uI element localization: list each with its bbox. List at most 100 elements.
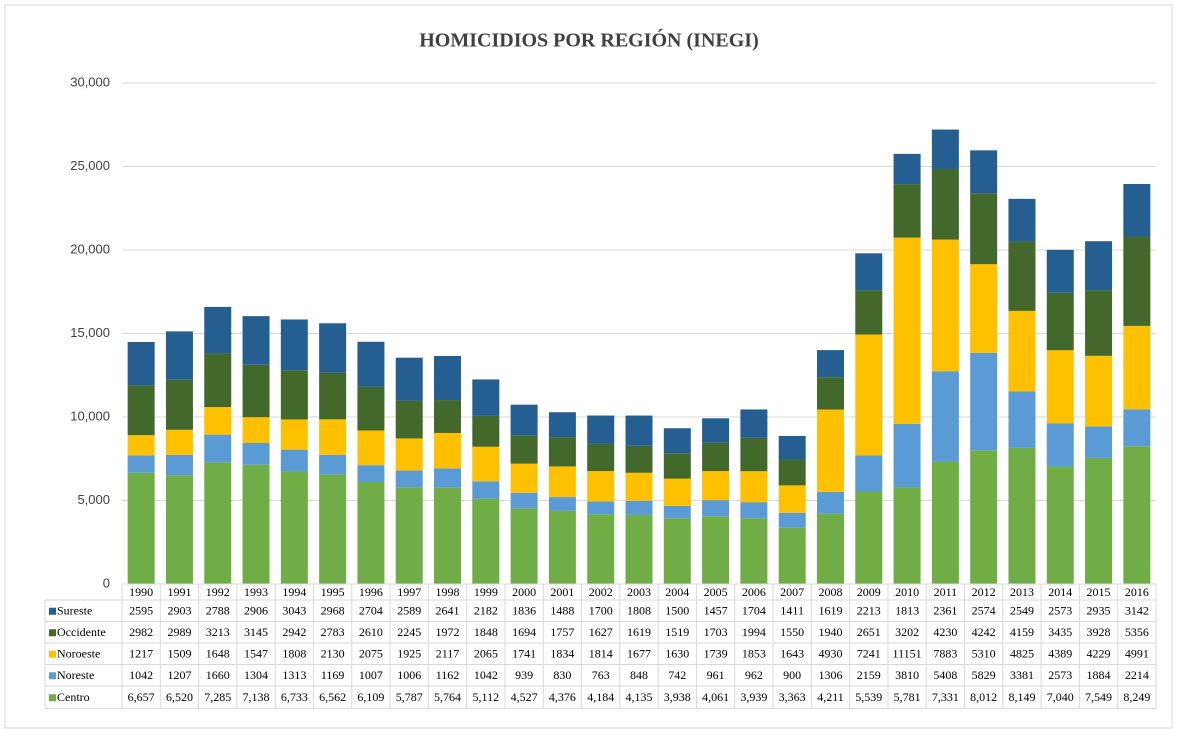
table-value: 1643 — [780, 647, 804, 661]
bar-segment — [510, 435, 538, 464]
bar-segment — [127, 341, 155, 386]
bar-segment — [127, 385, 155, 436]
table-value: 3928 — [1087, 625, 1111, 639]
table-value: 1619 — [818, 604, 842, 618]
bar-segment — [855, 455, 883, 492]
bar-segment — [1123, 236, 1151, 326]
table-value: 3213 — [206, 625, 230, 639]
table-value: 1813 — [895, 604, 919, 618]
bar-segment — [357, 386, 385, 431]
bar-segment — [357, 341, 385, 387]
legend-label: Sureste — [57, 604, 92, 618]
bar-segment — [778, 459, 806, 486]
x-tick-label: 2011 — [934, 585, 958, 599]
table-value: 742 — [668, 668, 686, 682]
bar-segment — [204, 353, 232, 408]
bar-segment — [663, 453, 691, 479]
x-tick-label: 1990 — [129, 585, 153, 599]
bar-segment — [893, 184, 921, 238]
chart-title: HOMICIDIOS POR REGIÓN (INEGI) — [419, 28, 758, 52]
bar-segment — [357, 465, 385, 482]
table-value: 3435 — [1048, 625, 1072, 639]
bar-segment — [395, 400, 423, 439]
bar-segment — [970, 264, 998, 353]
bar-segment — [472, 498, 500, 584]
x-tick-label: 2000 — [512, 585, 536, 599]
x-tick-label: 2014 — [1048, 585, 1072, 599]
bar-segment — [931, 461, 959, 584]
bar-segment — [625, 472, 653, 501]
table-value: 1739 — [704, 647, 728, 661]
table-value: 1313 — [282, 668, 306, 682]
table-value: 2574 — [972, 604, 996, 618]
table-value: 2982 — [129, 625, 153, 639]
table-value: 2589 — [397, 604, 421, 618]
y-tick-label: 10,000 — [70, 408, 110, 423]
table-value: 6,109 — [357, 690, 384, 704]
table-value: 4,061 — [702, 690, 729, 704]
x-tick-label: 2006 — [742, 585, 766, 599]
bar-segment — [1085, 290, 1113, 356]
table-value: 961 — [707, 668, 725, 682]
bar-segment — [395, 357, 423, 401]
bar-segment — [893, 153, 921, 185]
x-tick-label: 2007 — [780, 585, 804, 599]
table-value: 5310 — [972, 647, 996, 661]
table-value: 4159 — [1010, 625, 1034, 639]
table-value: 5356 — [1125, 625, 1149, 639]
table-value: 5,787 — [396, 690, 423, 704]
bar-segment — [1123, 325, 1151, 410]
table-value: 2968 — [321, 604, 345, 618]
bar-segment — [931, 239, 959, 372]
table-value: 939 — [515, 668, 533, 682]
x-tick-label: 2009 — [857, 585, 881, 599]
bar-segment — [778, 435, 806, 460]
table-value: 3,939 — [740, 690, 767, 704]
bar-segment — [548, 510, 576, 584]
table-value: 4,376 — [549, 690, 576, 704]
bar-segment — [242, 464, 270, 584]
table-value: 3142 — [1125, 604, 1149, 618]
table-value: 2704 — [359, 604, 383, 618]
bar-segment — [855, 334, 883, 456]
bar-segment — [931, 129, 959, 169]
table-value: 5,112 — [473, 690, 500, 704]
bar-segment — [740, 471, 768, 503]
table-value: 1703 — [704, 625, 728, 639]
bar-segment — [395, 470, 423, 488]
bar-segment — [319, 323, 347, 373]
bar-segment — [357, 481, 385, 584]
x-tick-label: 2012 — [972, 585, 996, 599]
bar-segment — [1123, 184, 1151, 237]
bar-segment — [970, 352, 998, 451]
x-tick-label: 1998 — [436, 585, 460, 599]
table-value: 2610 — [359, 625, 383, 639]
table-value: 1006 — [397, 668, 421, 682]
y-tick-label: 30,000 — [70, 74, 110, 89]
bar-segment — [510, 492, 538, 509]
x-tick-label: 2010 — [895, 585, 919, 599]
bar-segment — [702, 418, 730, 443]
table-value: 4230 — [933, 625, 957, 639]
table-value: 2130 — [321, 647, 345, 661]
bar-segment — [587, 471, 615, 502]
table-value: 1660 — [206, 668, 230, 682]
bar-segment — [510, 463, 538, 493]
bar-segment — [663, 428, 691, 454]
table-value: 6,733 — [281, 690, 308, 704]
table-value: 3202 — [895, 625, 919, 639]
bar-segment — [970, 193, 998, 265]
bar-segment — [816, 350, 844, 378]
y-tick-label: 20,000 — [70, 241, 110, 256]
x-tick-label: 1993 — [244, 585, 268, 599]
table-value: 1925 — [397, 647, 421, 661]
table-value: 1457 — [704, 604, 728, 618]
table-value: 6,657 — [128, 690, 155, 704]
bar-segment — [127, 455, 155, 473]
bar-segment — [587, 514, 615, 584]
bar-segment — [855, 253, 883, 291]
legend-label: Occidente — [57, 625, 106, 639]
bar-segment — [740, 437, 768, 472]
bar-segment — [855, 290, 883, 335]
table-value: 1627 — [589, 625, 613, 639]
